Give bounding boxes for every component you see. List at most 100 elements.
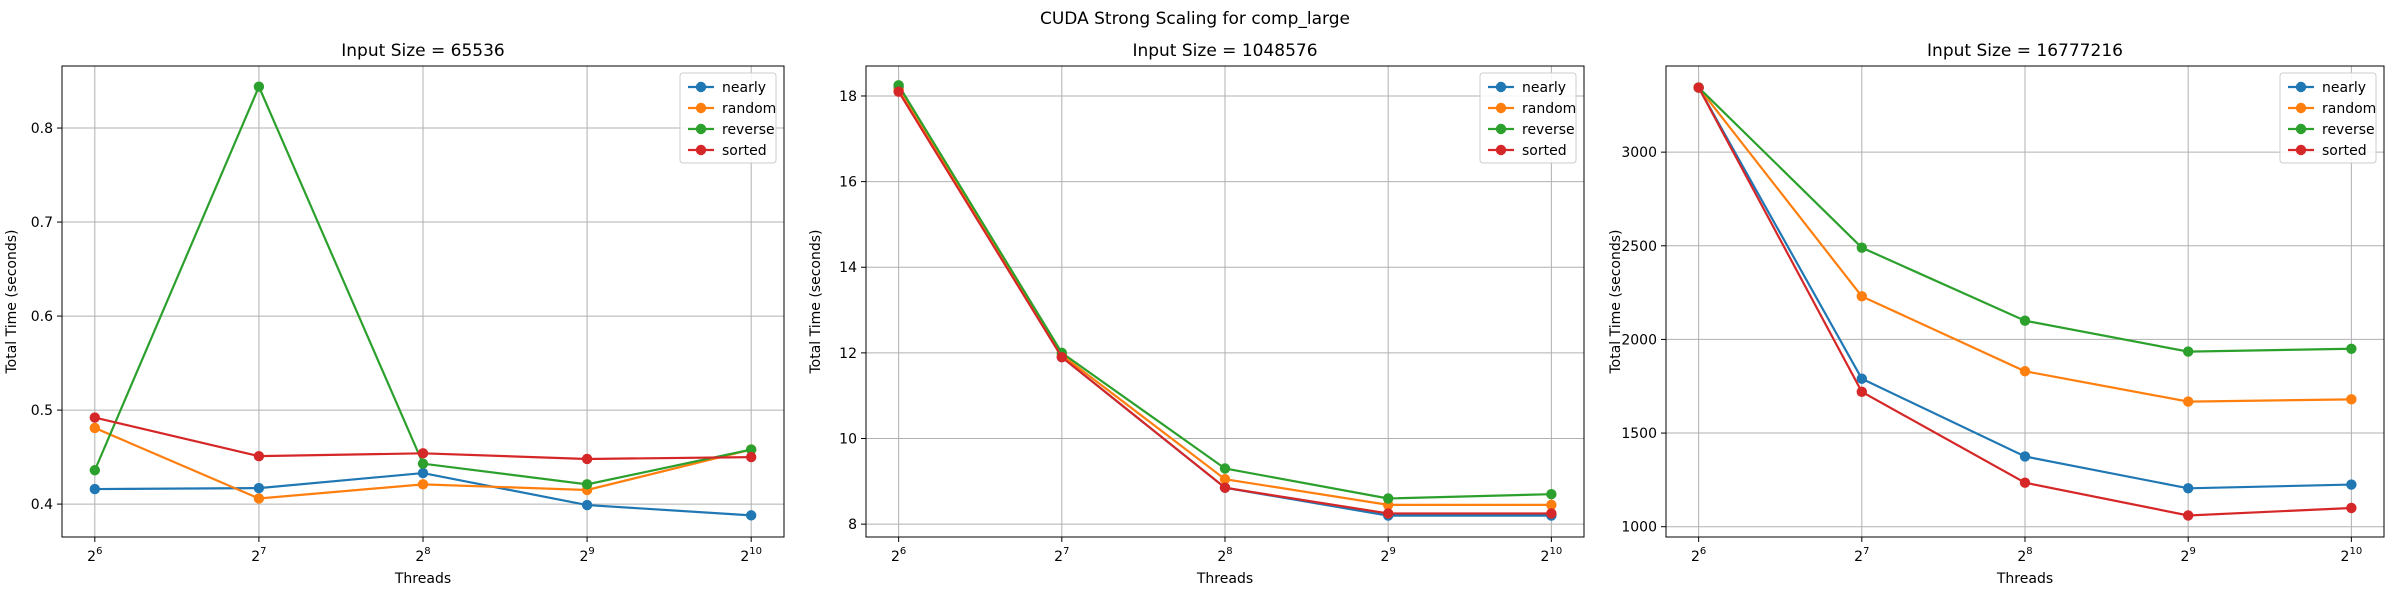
x-tick-label: 26 — [1691, 546, 1706, 565]
legend-label: random — [1522, 101, 1576, 117]
legend-label: sorted — [2322, 143, 2367, 159]
legend-swatch-marker — [1495, 144, 1507, 156]
y-tick-label: 12 — [839, 346, 857, 362]
legend-box — [1479, 72, 1577, 164]
x-axis-label: Threads — [1996, 571, 2053, 587]
y-tick-label: 3000 — [1621, 145, 1657, 161]
legend-swatch-marker — [2295, 144, 2307, 156]
x-axis-label: Threads — [394, 571, 451, 587]
data-point-sorted — [1856, 386, 1868, 398]
x-tick-label: 210 — [2341, 546, 2363, 565]
panel-title: Input Size = 16777216 — [1927, 41, 2123, 61]
y-tick-label: 2000 — [1621, 332, 1657, 348]
data-point-reverse — [1219, 463, 1231, 474]
legend: nearly random reverse sorted — [2279, 72, 2377, 164]
data-point-reverse — [1382, 493, 1394, 504]
data-point-random — [2346, 394, 2357, 405]
y-tick-label: 8 — [848, 517, 857, 533]
data-point-nearly — [253, 482, 265, 494]
data-point-nearly — [89, 483, 101, 495]
data-point-sorted — [417, 448, 429, 459]
legend-label: reverse — [2322, 122, 2375, 138]
figure-suptitle: CUDA Strong Scaling for comp_large — [1040, 9, 1350, 29]
x-tick-label: 28 — [2017, 546, 2032, 565]
y-tick-label: 2500 — [1621, 239, 1657, 255]
chart-panel: Input Size = 16777216 26 27 28 29 210 1000 1500… — [1608, 41, 2385, 587]
x-tick-label: 27 — [1054, 546, 1069, 565]
data-point-reverse — [1856, 242, 1868, 253]
y-tick-label: 16 — [839, 175, 857, 191]
legend: nearly random reverse sorted — [1479, 72, 1577, 164]
data-point-nearly — [2182, 483, 2194, 494]
x-tick-label: 28 — [415, 546, 430, 565]
data-point-reverse — [745, 444, 757, 455]
y-tick-label: 0.8 — [31, 121, 53, 137]
data-point-sorted — [2182, 510, 2194, 521]
data-point-reverse — [1546, 488, 1557, 500]
x-tick-label: 210 — [740, 546, 762, 565]
legend-swatch-marker — [695, 102, 707, 114]
legend-swatch-marker — [2295, 123, 2307, 135]
y-tick-label: 0.5 — [31, 403, 53, 419]
data-point-random — [253, 493, 265, 504]
data-point-sorted — [1382, 508, 1394, 519]
data-point-sorted — [1693, 82, 1704, 93]
chart-panel: Input Size = 1048576 26 27 28 29 210 8 10 12 14 16… — [808, 41, 1585, 587]
data-point-nearly — [1856, 373, 1868, 384]
legend-swatch-marker — [1495, 123, 1507, 135]
x-tick-label: 26 — [891, 546, 906, 565]
data-point-reverse — [2182, 346, 2194, 357]
x-tick-label: 29 — [579, 546, 594, 565]
data-point-random — [1856, 291, 1868, 302]
data-point-sorted — [89, 412, 101, 423]
legend-swatch-marker — [1495, 81, 1507, 93]
x-tick-label: 210 — [1541, 546, 1563, 565]
legend-label: sorted — [722, 143, 767, 159]
legend-label: nearly — [1522, 80, 1566, 96]
data-point-reverse — [417, 458, 429, 469]
legend-swatch-marker — [1495, 102, 1507, 114]
legend-swatch-marker — [2295, 102, 2307, 114]
legend-label: sorted — [1522, 143, 1567, 159]
legend-label: reverse — [1522, 122, 1575, 138]
y-tick-label: 0.4 — [31, 497, 53, 513]
data-point-reverse — [2346, 343, 2357, 354]
legend-swatch-marker — [695, 123, 707, 135]
y-tick-label: 14 — [839, 260, 857, 276]
x-axis-label: Threads — [1196, 571, 1253, 587]
y-axis-label: Total Time (seconds) — [4, 229, 20, 374]
data-point-nearly — [745, 510, 757, 521]
y-tick-label: 0.6 — [31, 309, 53, 325]
data-point-sorted — [2019, 477, 2031, 488]
x-tick-label: 29 — [2181, 546, 2196, 565]
legend: nearly random reverse sorted — [679, 72, 777, 164]
x-tick-label: 29 — [1381, 546, 1396, 565]
y-tick-label: 18 — [839, 89, 857, 105]
data-point-sorted — [253, 450, 265, 462]
legend-label: nearly — [722, 80, 766, 96]
y-axis-label: Total Time (seconds) — [808, 229, 824, 374]
panel-title: Input Size = 65536 — [341, 41, 504, 61]
data-point-random — [2019, 366, 2031, 377]
data-point-reverse — [581, 479, 593, 490]
data-point-random — [417, 479, 429, 490]
data-point-sorted — [1546, 508, 1557, 519]
data-point-sorted — [745, 451, 757, 463]
y-tick-label: 0.7 — [31, 215, 53, 231]
data-point-nearly — [581, 499, 593, 511]
legend-label: random — [2322, 101, 2376, 117]
y-axis-label: Total Time (seconds) — [1608, 229, 1624, 374]
legend-label: reverse — [722, 122, 775, 138]
data-point-nearly — [2346, 479, 2357, 490]
y-tick-label: 1000 — [1621, 520, 1657, 536]
legend-box — [2279, 72, 2377, 164]
data-point-sorted — [2346, 502, 2357, 514]
chart-panel: Input Size = 65536 26 27 28 29 210 0.4 0.5 0.6 0.… — [4, 41, 785, 587]
x-tick-label: 28 — [1217, 546, 1232, 565]
data-point-reverse — [253, 81, 265, 92]
data-point-reverse — [2019, 315, 2031, 326]
data-point-nearly — [2019, 451, 2031, 462]
legend-label: random — [722, 101, 776, 117]
